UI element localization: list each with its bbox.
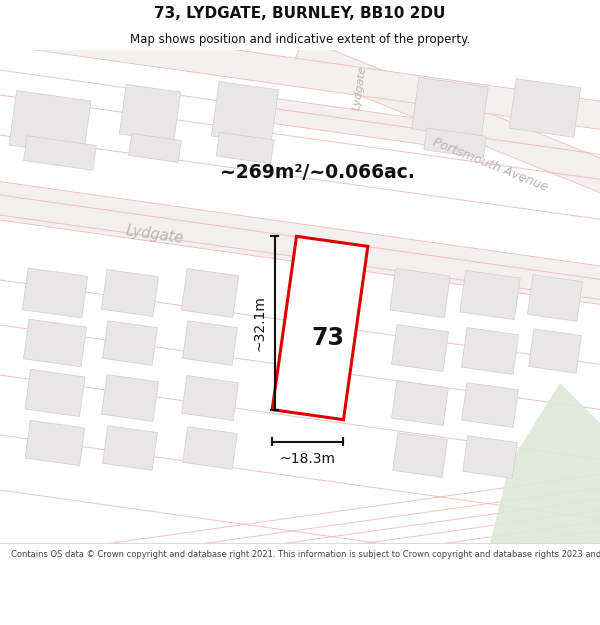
Text: Lydgate: Lydgate [352,65,368,111]
Polygon shape [529,329,581,373]
Polygon shape [183,427,237,469]
Polygon shape [509,79,581,138]
Polygon shape [211,82,278,144]
Polygon shape [182,321,238,365]
Polygon shape [23,319,86,367]
Polygon shape [292,38,600,248]
Polygon shape [463,436,517,478]
Polygon shape [101,269,158,316]
Polygon shape [129,134,181,162]
Polygon shape [119,84,181,142]
Polygon shape [25,421,85,466]
Polygon shape [391,324,449,371]
Text: Contains OS data © Crown copyright and database right 2021. This information is : Contains OS data © Crown copyright and d… [11,549,600,559]
Polygon shape [0,172,600,314]
Polygon shape [490,383,600,543]
Polygon shape [182,376,238,421]
Polygon shape [272,236,368,419]
Text: Lydgate: Lydgate [125,224,185,246]
Text: Portsmouth Avenue: Portsmouth Avenue [430,136,550,194]
Polygon shape [412,78,488,139]
Polygon shape [250,96,470,151]
Polygon shape [25,369,85,417]
Polygon shape [527,275,583,321]
Text: Map shows position and indicative extent of the property.: Map shows position and indicative extent… [130,32,470,46]
Polygon shape [392,381,448,426]
Polygon shape [103,426,157,470]
Polygon shape [461,328,518,374]
Text: 73, LYDGATE, BURNLEY, BB10 2DU: 73, LYDGATE, BURNLEY, BB10 2DU [154,6,446,21]
Polygon shape [460,271,520,319]
Polygon shape [294,296,336,329]
Polygon shape [9,91,91,156]
Polygon shape [23,136,97,170]
Text: ~32.1m: ~32.1m [253,295,266,351]
Polygon shape [181,269,239,318]
Polygon shape [390,268,450,318]
Polygon shape [461,382,518,428]
Polygon shape [424,128,486,158]
Polygon shape [22,268,88,318]
Polygon shape [103,321,157,365]
Text: ~18.3m: ~18.3m [280,452,336,466]
Text: 73: 73 [311,326,344,350]
Polygon shape [216,132,274,164]
Polygon shape [101,374,158,421]
Polygon shape [0,7,600,139]
Text: ~269m²/~0.066ac.: ~269m²/~0.066ac. [220,164,415,182]
Polygon shape [392,432,448,478]
